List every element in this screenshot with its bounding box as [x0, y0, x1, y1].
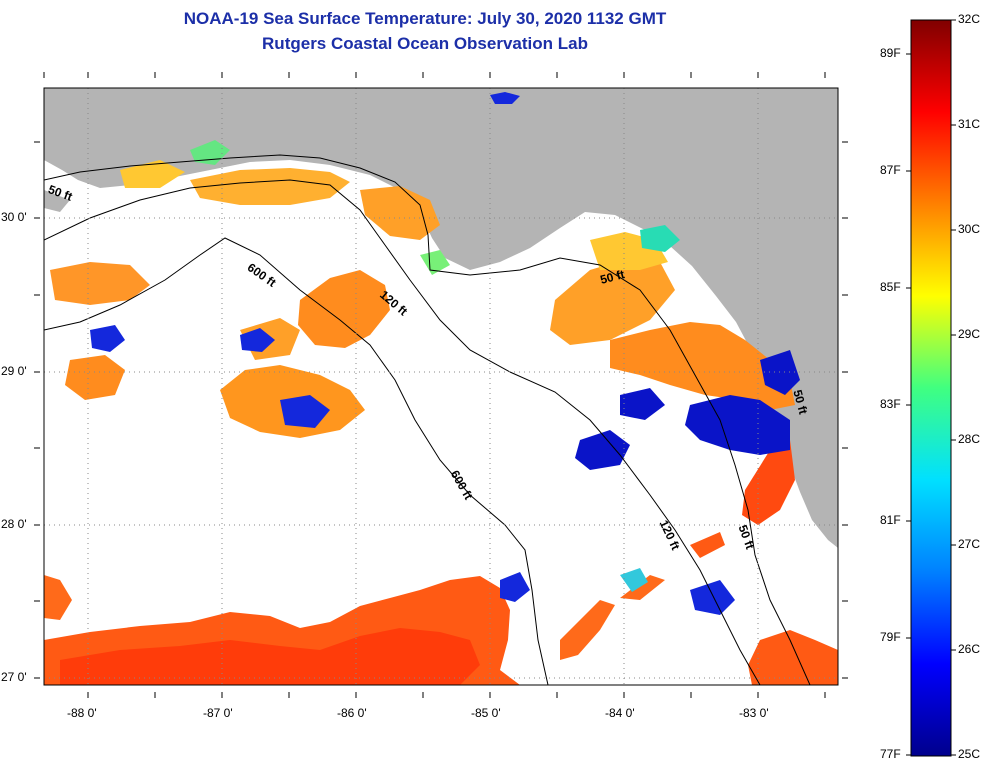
colorbar-celsius-label: 30C [958, 222, 981, 236]
land-area [44, 88, 838, 548]
colorbar-fahrenheit-label: 83F [880, 397, 901, 411]
sst-patch [420, 250, 450, 275]
lon-label: -87 0' [203, 706, 233, 720]
colorbar-celsius-label: 32C [958, 12, 981, 26]
land-detail [44, 190, 70, 212]
sst-patch [550, 258, 675, 345]
lat-label: 27 0' [1, 670, 27, 684]
map-title: NOAA-19 Sea Surface Temperature: July 30… [183, 9, 667, 28]
colorbar-celsius-label: 25C [958, 747, 981, 761]
map-subtitle: Rutgers Coastal Ocean Observation Lab [262, 34, 588, 53]
sst-patch [748, 630, 838, 685]
colorbar-ticks [906, 19, 956, 756]
colorbar-celsius-label: 28C [958, 432, 981, 446]
sst-patch [240, 328, 275, 352]
sst-patch [610, 322, 795, 410]
lat-label: 30 0' [1, 210, 27, 224]
lon-label: -84 0' [605, 706, 635, 720]
sst-patch [50, 262, 150, 305]
sst-patch [500, 572, 530, 602]
colorbar [910, 19, 952, 757]
sst-patch [298, 270, 390, 348]
sst-patch [65, 355, 125, 400]
colorbar-fahrenheit-label: 87F [880, 163, 901, 177]
sst-patch [685, 395, 790, 455]
sst-patch [490, 92, 520, 104]
sst-patch [120, 160, 185, 188]
sst-patch [640, 225, 680, 252]
colorbar-celsius-label: 27C [958, 537, 981, 551]
contour-50ft [44, 154, 811, 685]
sst-patch [742, 440, 795, 525]
colorbar-fahrenheit-label: 89F [880, 46, 901, 60]
sst-patch [560, 600, 615, 660]
sst-patch [190, 168, 350, 205]
sst-patch [760, 350, 800, 395]
map-border [43, 87, 839, 686]
colorbar-fahrenheit-label: 79F [880, 630, 901, 644]
sst-patch [620, 575, 665, 600]
sst-patch [690, 580, 735, 615]
lat-label: 29 0' [1, 364, 27, 378]
colorbar-celsius-label: 26C [958, 642, 981, 656]
sst-patch [690, 532, 725, 558]
colorbar-fahrenheit-label: 77F [880, 747, 901, 761]
lat-label: 28 0' [1, 517, 27, 531]
axis-ticks [34, 72, 848, 698]
sst-patch [575, 430, 630, 470]
colorbar-celsius-label: 31C [958, 117, 981, 131]
lon-label: -83 0' [739, 706, 769, 720]
sst-patch [60, 628, 480, 685]
sst-patch [280, 395, 330, 428]
lon-label: -86 0' [337, 706, 367, 720]
sst-patch [90, 325, 125, 352]
contour-600ft [44, 237, 549, 685]
contour-120ft [44, 179, 761, 685]
sst-patch [620, 388, 665, 420]
sst-patch [620, 568, 648, 592]
sst-patch [360, 186, 440, 240]
lon-label: -85 0' [471, 706, 501, 720]
colorbar-celsius-label: 29C [958, 327, 981, 341]
sst-patch [44, 575, 72, 620]
colorbar-fahrenheit-label: 85F [880, 280, 901, 294]
lon-label: -88 0' [67, 706, 97, 720]
colorbar-fahrenheit-label: 81F [880, 513, 901, 527]
